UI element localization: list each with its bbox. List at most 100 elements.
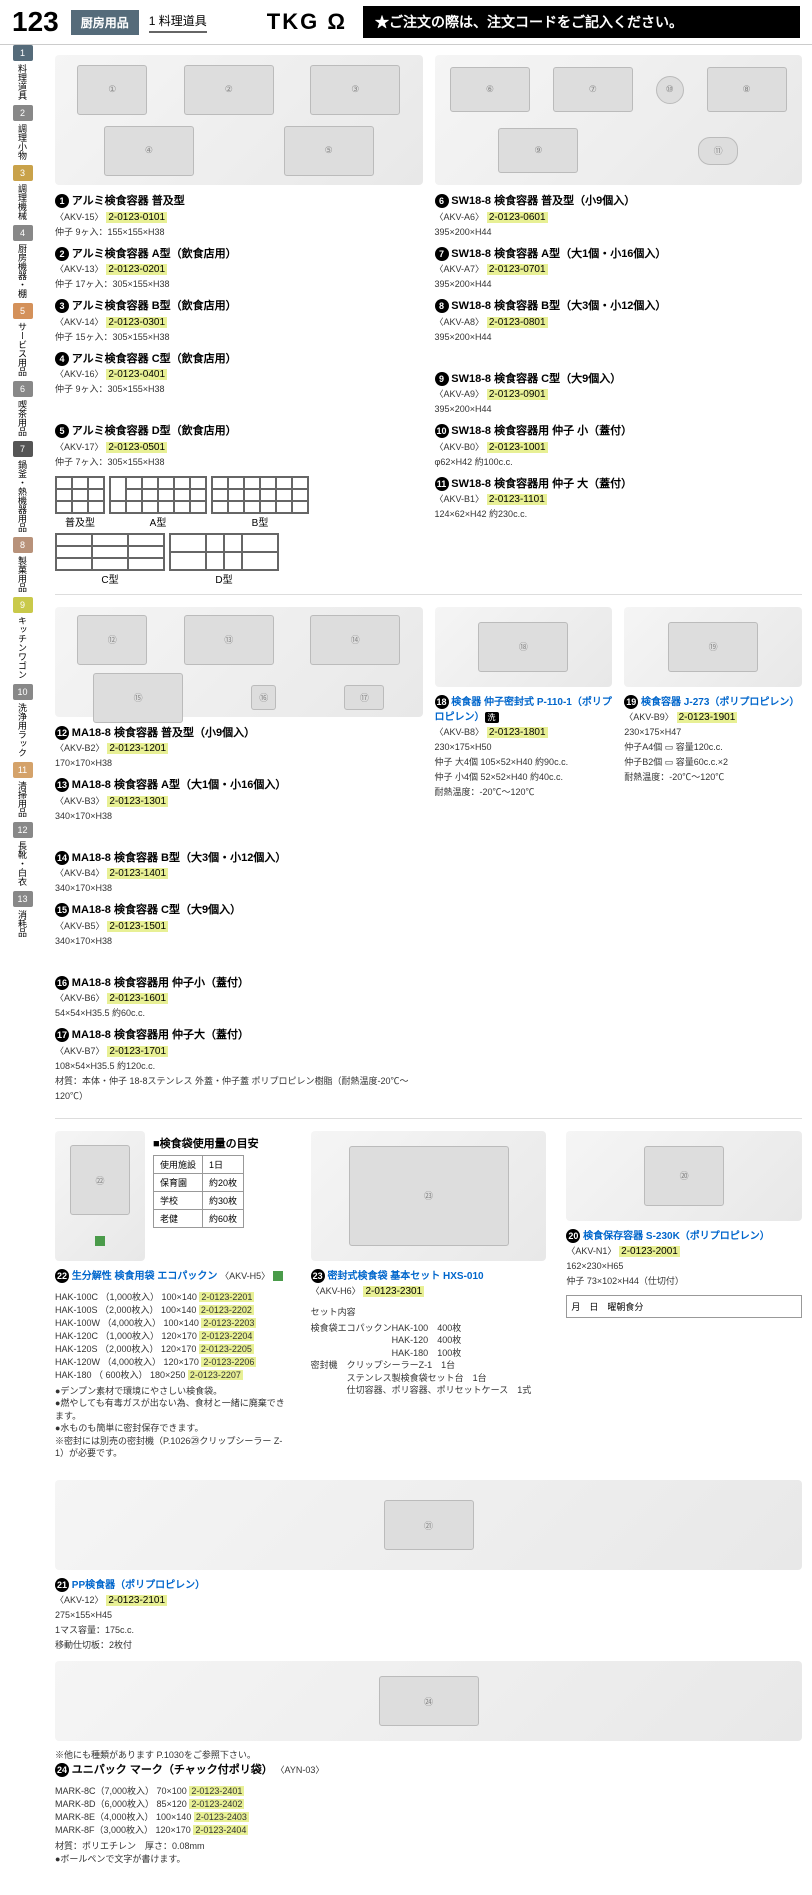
product-name: SW18-8 検食容器 C型（大9個入）	[451, 373, 621, 385]
product-spec: 395×200×H44	[435, 279, 492, 289]
spec-row: MARK-8D（6,000枚入） 85×120 2-0123-2402	[55, 1797, 802, 1810]
product-name-22: 生分解性 検食用袋 エコパックン	[72, 1271, 218, 1282]
product-item: 9 SW18-8 検食容器 C型（大9個入）〈AKV-A9〉 2-0123-09…	[435, 371, 803, 418]
product-num: 17	[55, 1028, 69, 1042]
product-code: 〈AKV-13〉	[55, 264, 104, 274]
product-code: 〈AKV-B5〉	[55, 921, 105, 931]
product-name: SW18-8 検食容器 普及型（小9個入）	[451, 195, 635, 207]
product-images-12-17: ⑫ ⑬ ⑭ ⑮ ⑯ ⑰	[55, 607, 423, 717]
product-spec: 材質：本体・仲子 18-8ステンレス 外蓋・仲子蓋 ポリプロピレン樹脂（耐熱温度…	[55, 1076, 409, 1101]
product-name: アルミ検食容器 B型（飲食店用）	[72, 300, 237, 312]
product-code: 〈AKV-B7〉	[55, 1046, 105, 1056]
product-name: SW18-8 検食容器 B型（大3個・小12個入）	[451, 300, 666, 312]
product-hc: 2-0123-0701	[487, 264, 548, 275]
product-item: 13 MA18-8 検食容器 A型（大1個・小16個入）〈AKV-B3〉 2-0…	[55, 777, 423, 824]
product-item: 20 検食保存容器 S-230K（ポリプロピレン）〈AKV-N1〉 2-0123…	[566, 1229, 802, 1289]
product-item: 1 アルミ検食容器 普及型〈AKV-15〉 2-0123-0101仲子 9ヶ入：…	[55, 193, 423, 240]
product-hc: 2-0123-0601	[487, 212, 548, 223]
product-22-notes: ●デンプン素材で環境にやさしい検食袋。●燃やしても有毒ガスが出ない為、食材と一緒…	[55, 1385, 291, 1461]
product-24-note: ※他にも種類があります P.1030をご参照下さい。	[55, 1749, 802, 1762]
product-code: 〈AKV-B0〉	[435, 442, 485, 452]
product-spec: 仲子A4個 ▭ 容量120c.c.	[624, 742, 723, 752]
sidebar-item: 10洗浄用ラック	[0, 684, 45, 760]
product-name: アルミ検食容器 C型（飲食店用）	[72, 353, 237, 365]
sidebar-item: 2調理小物	[0, 105, 45, 163]
product-images-1-5: ① ② ③ ④ ⑤	[55, 55, 423, 185]
product-spec: 仲子 9ヶ入：305×155×H38	[55, 384, 165, 394]
product-item: 19 検食容器 J-273（ポリプロピレン）〈AKV-B9〉 2-0123-19…	[624, 695, 802, 785]
product-name: MA18-8 検食容器 C型（大9個入）	[72, 904, 241, 916]
product-spec: φ62×H42 約100c.c.	[435, 457, 513, 467]
product-code: 〈AKV-17〉	[55, 442, 104, 452]
sidebar-item: 6喫茶用品	[0, 381, 45, 439]
product-spec: 仲子 17ヶ入：305×155×H38	[55, 279, 170, 289]
product-num: 21	[55, 1578, 69, 1592]
product-image-23: ㉓	[311, 1131, 547, 1261]
product-item: 6 SW18-8 検食容器 普及型（小9個入）〈AKV-A6〉 2-0123-0…	[435, 193, 803, 240]
product-hc: 2-0123-1201	[107, 743, 168, 754]
product-spec: 395×200×H44	[435, 332, 492, 342]
product-spec: 54×54×H35.5 約60c.c.	[55, 1008, 145, 1018]
product-hc: 2-0123-0901	[487, 389, 548, 400]
product-name: SW18-8 検食容器用 仲子 小（蓋付）	[451, 425, 632, 437]
product-hc: 2-0123-2101	[106, 1595, 167, 1606]
brand-logo: TKG Ω	[267, 9, 347, 35]
product-num: 11	[435, 477, 449, 491]
product-name: SW18-8 検食容器 A型（大1個・小16個入）	[451, 248, 666, 260]
product-num: 2	[55, 247, 69, 261]
product-num-23: 23	[311, 1269, 325, 1283]
product-name: 検食容器 J-273（ポリプロピレン）	[641, 697, 799, 708]
section-bags: ㉒ ■検食袋使用量の目安 使用施設1日保育園約20枚学校約30枚老健約60枚 2…	[55, 1131, 802, 1874]
product-item: 16 MA18-8 検食容器用 仲子小（蓋付）〈AKV-B6〉 2-0123-1…	[55, 975, 423, 1022]
diagram-label-c: B型	[252, 518, 269, 529]
product-code: 〈AKV-A6〉	[435, 212, 485, 222]
date-label-box: 月 日 曜朝食分	[566, 1295, 802, 1318]
product-item: 18 検食器 仲子密封式 P-110-1（ポリプロピレン）洗〈AKV-B8〉 2…	[435, 695, 613, 800]
product-name: 検食保存容器 S-230K（ポリプロピレン）	[583, 1231, 770, 1242]
product-name-24: ユニパック マーク（チャック付ポリ袋）	[72, 1764, 273, 1776]
sidebar-item: 3調理機械	[0, 165, 45, 223]
spec-row: HAK-100S （2,000枚入） 100×140 2-0123-2202	[55, 1303, 291, 1316]
product-badge: 洗	[485, 712, 499, 723]
product-item: 21 PP検食器（ポリプロピレン）〈AKV-12〉 2-0123-2101275…	[55, 1578, 802, 1653]
product-spec: 仲子 7ヶ入：305×155×H38	[55, 457, 165, 467]
product-hc: 2-0123-2001	[619, 1246, 680, 1257]
sidebar-item: 9キッチンワゴン	[0, 597, 45, 682]
spec-row: HAK-100C （1,000枚入） 100×140 2-0123-2201	[55, 1290, 291, 1303]
product-code-24: 〈AYN-03〉	[276, 1765, 325, 1775]
product-hc: 2-0123-1801	[487, 727, 548, 738]
product-spec: 340×170×H38	[55, 936, 112, 946]
product-num: 5	[55, 424, 69, 438]
product-item: 3 アルミ検食容器 B型（飲食店用）〈AKV-14〉 2-0123-0301仲子…	[55, 298, 423, 345]
category-badge: 厨房用品	[71, 10, 139, 35]
product-num: 16	[55, 976, 69, 990]
product-code: 〈AKV-B1〉	[435, 494, 485, 504]
sidebar-item: 13消耗品	[0, 891, 45, 940]
product-spec: 395×200×H44	[435, 404, 492, 414]
product-spec: 230×175×H50	[435, 742, 492, 752]
sub-category: 1 料理道具	[149, 12, 207, 33]
product-code: 〈AKV-12〉	[55, 1595, 104, 1605]
diagram-label-a: 普及型	[65, 518, 95, 529]
diagram-label-b: A型	[150, 518, 167, 529]
page-header: 123 厨房用品 1 料理道具 TKG Ω ご注文の際は、注文コードをご記入くだ…	[0, 0, 812, 45]
product-name: MA18-8 検食容器用 仲子大（蓋付）	[72, 1029, 249, 1041]
product-spec: 124×62×H42 約230c.c.	[435, 509, 528, 519]
product-name: アルミ検食容器 普及型	[72, 195, 185, 207]
section-aluminum-containers: ① ② ③ ④ ⑤ 1 アルミ検食容器 普及型〈AKV-15〉 2-0123-0…	[55, 55, 802, 595]
spec-row: HAK-120S （2,000枚入） 120×170 2-0123-2205	[55, 1342, 291, 1355]
product-num: 19	[624, 695, 638, 709]
product-code: 〈AKV-B9〉	[624, 712, 674, 722]
product-num: 7	[435, 247, 449, 261]
product-item: 8 SW18-8 検食容器 B型（大3個・小12個入）〈AKV-A8〉 2-01…	[435, 298, 803, 345]
product-code: 〈AKV-B2〉	[55, 743, 105, 753]
product-num: 12	[55, 726, 69, 740]
product-num: 3	[55, 299, 69, 313]
product-num: 9	[435, 372, 449, 386]
section-ma-containers: ⑫ ⑬ ⑭ ⑮ ⑯ ⑰ 12 MA18-8 検食容器 普及型（小9個入）〈AKV…	[55, 607, 802, 1119]
product-spec: 340×170×H38	[55, 811, 112, 821]
sidebar-item: 12長靴・白衣	[0, 822, 45, 889]
product-name: PP検食器（ポリプロピレン）	[72, 1580, 205, 1591]
spec-row: HAK-120C （1,000枚入） 120×170 2-0123-2204	[55, 1329, 291, 1342]
product-hc: 2-0123-1401	[107, 868, 168, 879]
